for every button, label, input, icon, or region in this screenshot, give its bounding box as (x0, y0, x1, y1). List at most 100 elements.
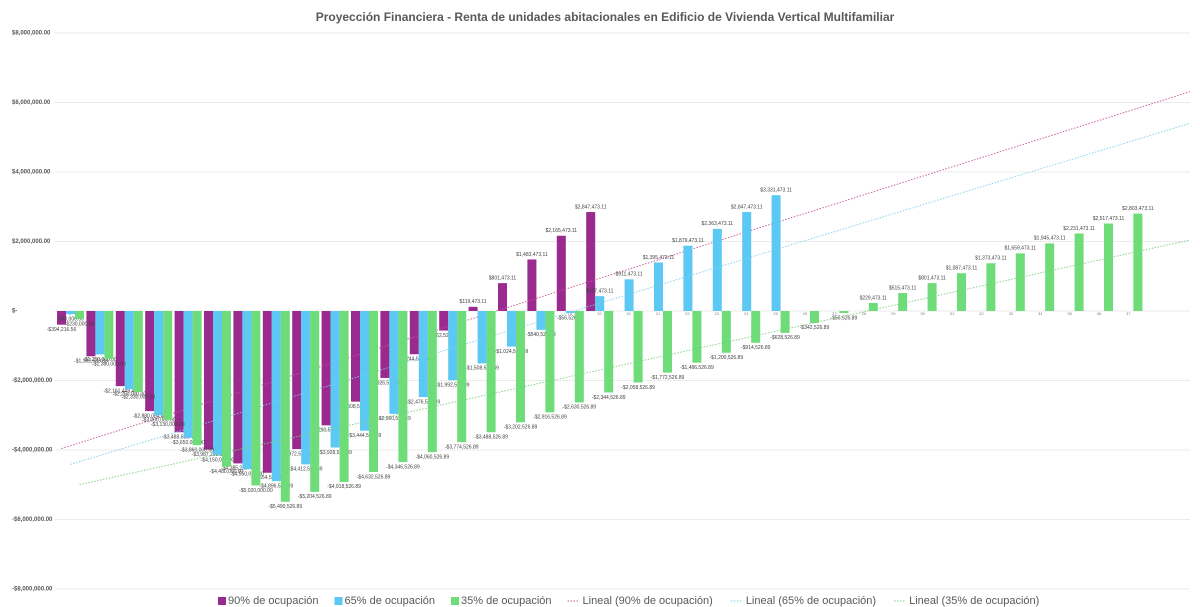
bar (721, 311, 731, 353)
bar (751, 311, 761, 343)
value-label: $1,483,473.11 (516, 252, 548, 258)
bar (810, 311, 819, 323)
value-label: -$2,250,000.00 (112, 392, 146, 398)
value-label: -$2,344,526.89 (592, 395, 626, 401)
value-label: $1,659,473.11 (1004, 246, 1036, 252)
value-label: -$5,490,526.89 (268, 504, 302, 510)
bar (898, 293, 908, 311)
bar (192, 311, 202, 446)
bar (145, 311, 155, 412)
y-tick-label: $8,000,000.00 (12, 31, 51, 37)
y-tick-label: -$6,000,000.00 (12, 517, 53, 523)
bar (242, 311, 252, 470)
value-label: -$1,486,526.89 (680, 365, 714, 371)
value-label: $1,945,473.11 (1034, 236, 1066, 242)
value-label: $2,165,473.11 (545, 228, 577, 234)
bar (457, 311, 467, 443)
value-label: -$914,526.89 (741, 345, 771, 351)
value-label: $911,473.11 (616, 272, 643, 278)
value-label: -$230,000.00 (65, 321, 95, 327)
value-label: $1,373,473.11 (975, 256, 1007, 262)
value-label: $801,473.11 (918, 275, 946, 281)
bar (927, 283, 937, 311)
value-label: -$1,926,526.89 (368, 380, 402, 386)
bar (780, 311, 790, 333)
value-label: -$3,774,526.89 (445, 444, 479, 450)
bar (486, 311, 496, 433)
bar (1015, 253, 1025, 311)
bar (174, 311, 184, 433)
bar (516, 311, 525, 423)
bar (389, 311, 399, 414)
value-label: -$1,024,526.89 (495, 349, 529, 355)
value-label: -$4,412,526.89 (289, 467, 323, 473)
bar (115, 311, 125, 387)
bar (183, 311, 193, 438)
legend-label: 90% de ocupación (228, 595, 319, 607)
value-label: -$562,526.89 (429, 333, 459, 339)
value-label: $3,331,473.11 (760, 188, 792, 194)
value-label: -$90,000.00 (57, 316, 84, 322)
value-label: -$2,330,000.00 (121, 394, 155, 400)
value-label: $1,395,473.11 (643, 255, 675, 261)
value-label: -$1,200,526.89 (709, 355, 743, 361)
value-label: $119,473.11 (460, 299, 487, 305)
value-label: $1,879,473.11 (672, 238, 704, 244)
value-label: $229,473.11 (860, 295, 888, 301)
value-label: -$342,526.89 (800, 325, 830, 331)
value-label: -$4,480,000.00 (210, 469, 244, 475)
bar (1074, 233, 1084, 311)
x-tick-label: 26 (803, 311, 808, 316)
bar (292, 311, 302, 450)
legend-label: Lineal (65% de ocupación) (746, 595, 876, 607)
trendline (79, 239, 1191, 486)
y-tick-label: $4,000,000.00 (12, 170, 51, 176)
bar (280, 311, 290, 502)
bar (957, 273, 966, 311)
y-tick-label: $- (12, 309, 17, 315)
bar (439, 311, 449, 331)
bar (633, 311, 643, 383)
value-label: -$1,250,000.00 (83, 357, 117, 363)
bar (86, 311, 96, 357)
value-label: $2,847,473.11 (731, 204, 763, 210)
chart-title: Proyección Financiera - Renta de unidade… (316, 10, 895, 24)
x-tick-label: 25 (773, 311, 778, 316)
bar (683, 245, 693, 311)
y-tick-label: -$2,000,000.00 (12, 378, 53, 384)
bar (586, 212, 596, 311)
value-label: -$2,058,526.89 (621, 385, 655, 391)
legend-label: Lineal (90% de ocupación) (583, 595, 713, 607)
bar (233, 311, 243, 464)
bar (1045, 243, 1055, 311)
bar (251, 311, 261, 486)
legend-swatch (218, 597, 226, 605)
legend-label: 65% de ocupación (345, 595, 436, 607)
bar (339, 311, 349, 482)
value-label: -$3,488,683.44 (162, 435, 196, 441)
value-label: -$56,526.89 (831, 315, 858, 321)
y-tick-label: -$8,000,000.00 (12, 587, 53, 593)
value-label: -$3,650,000.00 (171, 440, 205, 446)
value-label: -$394,216.56 (47, 327, 77, 333)
bar (986, 263, 996, 311)
value-label: $427,473.11 (586, 288, 614, 294)
value-label: -$2,880,064.66 (133, 413, 167, 419)
bar (477, 311, 487, 364)
x-tick-label: 20 (626, 311, 631, 316)
value-label: -$4,896,526.89 (259, 483, 293, 489)
x-tick-label: 30 (920, 311, 925, 316)
value-label: -$3,488,526.89 (474, 435, 508, 441)
bar (310, 311, 320, 492)
value-label: $2,363,473.11 (701, 221, 733, 227)
value-label: $1,087,473.11 (946, 266, 978, 272)
y-tick-label: -$4,000,000.00 (12, 448, 53, 454)
value-label: -$540,526.89 (526, 332, 556, 338)
bar (154, 311, 164, 416)
y-tick-label: $6,000,000.00 (12, 100, 51, 106)
value-label: -$1,508,526.89 (465, 366, 499, 372)
bar (321, 311, 331, 426)
bar (545, 311, 555, 413)
value-label: -$4,918,526.89 (327, 484, 361, 490)
bar (574, 311, 584, 403)
